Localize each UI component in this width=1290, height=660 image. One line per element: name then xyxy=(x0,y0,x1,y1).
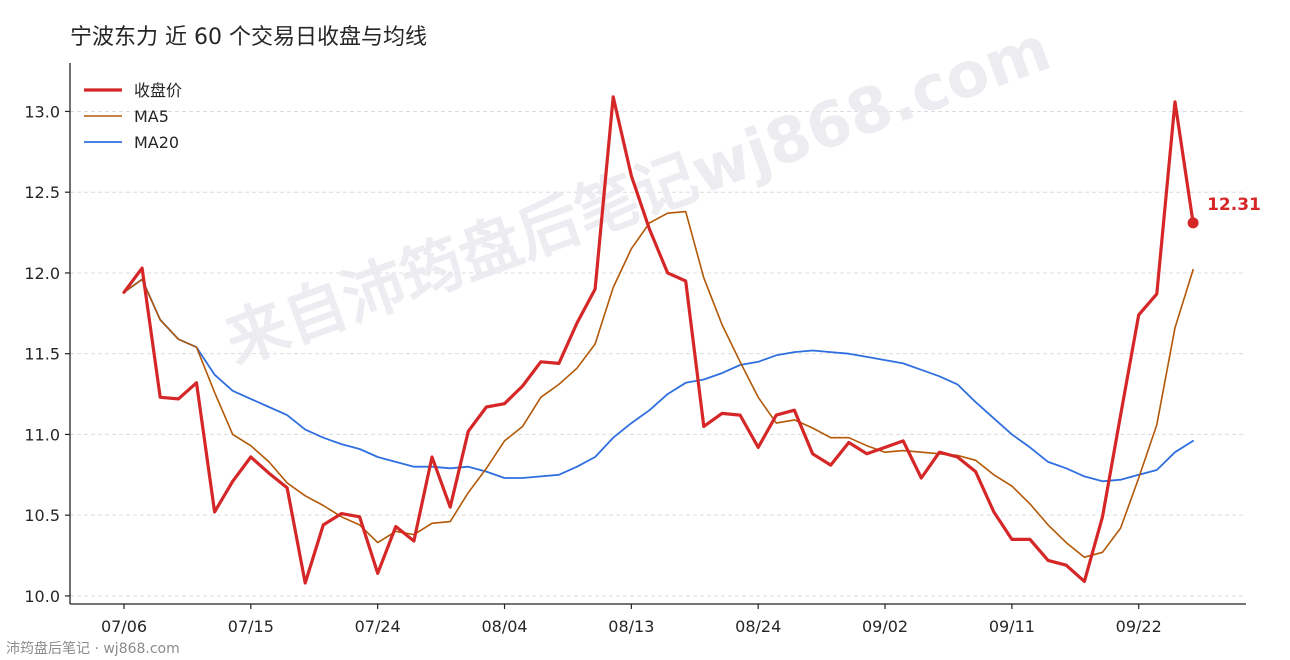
axes xyxy=(69,63,1246,605)
gridlines xyxy=(70,110,1246,597)
y-ticks: 10.0 10.5 11.0 11.5 12.0 12.5 13.0 xyxy=(24,102,70,606)
x-tick-label-0: 07/06 xyxy=(101,617,147,636)
series-line-0 xyxy=(122,95,1195,585)
series-line-2 xyxy=(123,278,1194,483)
x-tick-label-6: 09/02 xyxy=(862,617,908,636)
last-close-marker xyxy=(1187,217,1199,229)
y-tick-label-1: 10.5 xyxy=(24,506,60,525)
x-ticks: 07/06 07/15 07/24 08/04 08/13 08/24 09/02 09/11… xyxy=(101,604,1162,636)
legend-label-2: MA20 xyxy=(134,133,179,152)
legend-label-0: 收盘价 xyxy=(134,81,182,100)
y-tick-label-2: 11.0 xyxy=(24,425,60,444)
last-point: 12.31 xyxy=(1187,195,1261,229)
series-line-1 xyxy=(123,210,1194,559)
y-tick-label-6: 13.0 xyxy=(24,102,60,121)
legend-label-1: MA5 xyxy=(134,107,169,126)
x-tick-label-1: 07/15 xyxy=(228,617,274,636)
y-tick-label-4: 12.0 xyxy=(24,264,60,283)
last-close-label: 12.31 xyxy=(1207,195,1261,215)
x-tick-label-2: 07/24 xyxy=(355,617,401,636)
x-tick-label-7: 09/11 xyxy=(989,617,1035,636)
series-lines xyxy=(122,95,1195,585)
y-tick-label-0: 10.0 xyxy=(24,587,60,606)
legend: 收盘价 MA5 MA20 xyxy=(84,81,182,152)
x-tick-label-8: 09/22 xyxy=(1116,617,1162,636)
x-tick-label-3: 08/04 xyxy=(481,617,527,636)
y-tick-label-3: 11.5 xyxy=(24,345,60,364)
y-tick-label-5: 12.5 xyxy=(24,183,60,202)
x-tick-label-5: 08/24 xyxy=(735,617,781,636)
x-tick-label-4: 08/13 xyxy=(608,617,654,636)
chart-title: 宁波东力 近 60 个交易日收盘与均线 xyxy=(70,25,427,50)
footer-credit: 沛筠盘后笔记 · wj868.com xyxy=(6,641,180,657)
